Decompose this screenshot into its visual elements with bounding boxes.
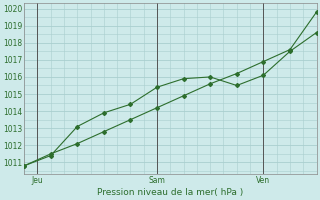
X-axis label: Pression niveau de la mer( hPa ): Pression niveau de la mer( hPa ) (97, 188, 244, 197)
